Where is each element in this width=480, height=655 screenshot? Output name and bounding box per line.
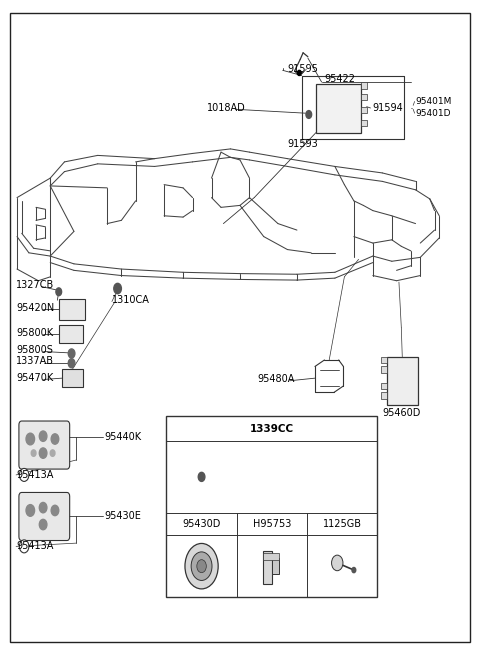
FancyBboxPatch shape	[19, 493, 70, 540]
Circle shape	[26, 504, 35, 516]
FancyBboxPatch shape	[19, 421, 70, 469]
Text: 95460D: 95460D	[383, 408, 420, 419]
Circle shape	[197, 559, 206, 572]
Bar	[59, 325, 84, 343]
Text: 95401D: 95401D	[416, 109, 451, 118]
Circle shape	[306, 111, 312, 119]
Circle shape	[114, 284, 121, 293]
Text: 95430E: 95430E	[105, 512, 142, 521]
Text: 1125GB: 1125GB	[323, 519, 361, 529]
Circle shape	[68, 359, 75, 367]
Bar	[361, 94, 367, 100]
Circle shape	[19, 540, 29, 553]
Circle shape	[50, 450, 55, 457]
Text: 1327CB: 1327CB	[16, 280, 54, 290]
Circle shape	[56, 288, 61, 295]
Bar	[263, 551, 272, 584]
Text: 95413A: 95413A	[16, 542, 53, 552]
Circle shape	[39, 519, 47, 530]
Circle shape	[39, 448, 47, 458]
Circle shape	[19, 468, 29, 481]
Bar	[382, 383, 387, 389]
Bar	[272, 558, 279, 574]
Text: 91593: 91593	[288, 140, 318, 149]
Text: 95800S: 95800S	[16, 345, 53, 355]
Circle shape	[51, 505, 59, 515]
Bar	[382, 392, 387, 399]
Bar	[361, 107, 367, 113]
Circle shape	[51, 434, 59, 444]
Text: 1310CA: 1310CA	[112, 295, 150, 305]
Text: 91595: 91595	[288, 64, 318, 74]
Text: 95800K: 95800K	[16, 328, 53, 338]
Text: 1018AD: 1018AD	[207, 103, 246, 113]
Bar	[167, 417, 377, 597]
Text: 95401M: 95401M	[416, 97, 452, 106]
Text: 95413A: 95413A	[16, 470, 53, 480]
Bar	[361, 82, 367, 88]
Text: 1339CC: 1339CC	[250, 424, 294, 434]
Text: 95440K: 95440K	[105, 432, 142, 442]
Text: 1337AB: 1337AB	[16, 356, 54, 366]
Bar	[382, 357, 387, 364]
Circle shape	[39, 502, 47, 513]
Circle shape	[198, 472, 205, 481]
Circle shape	[26, 433, 35, 445]
Text: 95422: 95422	[324, 75, 356, 84]
Text: 95420N: 95420N	[16, 303, 54, 313]
Circle shape	[68, 349, 75, 358]
Text: 95470K: 95470K	[16, 373, 53, 383]
Circle shape	[39, 431, 47, 441]
Bar	[263, 553, 279, 559]
Circle shape	[185, 544, 218, 589]
Text: 95430D: 95430D	[182, 519, 221, 529]
Bar	[382, 366, 387, 373]
Bar	[387, 357, 418, 405]
Circle shape	[298, 70, 301, 75]
Bar	[59, 299, 85, 320]
Bar	[316, 84, 361, 133]
Bar	[361, 120, 367, 126]
Circle shape	[352, 567, 356, 572]
Text: H95753: H95753	[252, 519, 291, 529]
Bar	[62, 369, 84, 387]
Text: 95480A: 95480A	[258, 375, 295, 384]
Circle shape	[31, 450, 36, 457]
Text: 91594: 91594	[372, 103, 403, 113]
Circle shape	[191, 552, 212, 580]
Circle shape	[332, 555, 343, 571]
